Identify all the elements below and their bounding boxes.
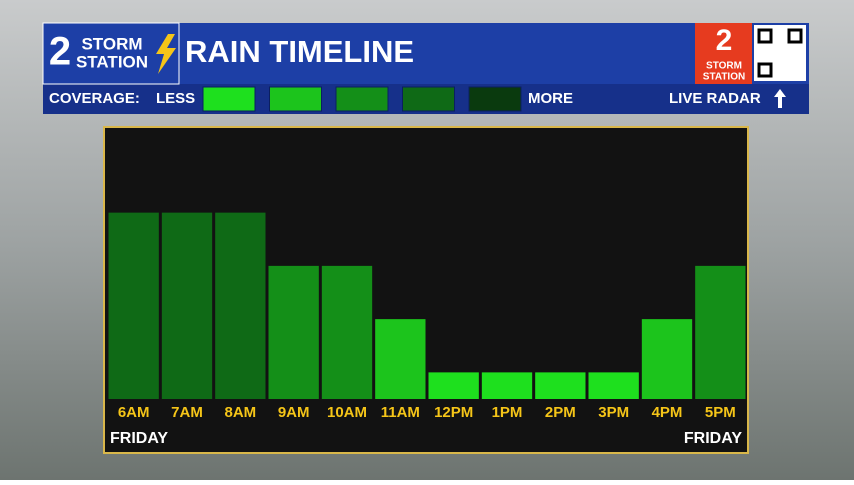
chart-title: RAIN TIMELINE <box>185 34 414 69</box>
logo-text: STATION <box>76 52 148 71</box>
bar <box>268 265 319 399</box>
x-tick-label: 5PM <box>705 404 736 421</box>
bar <box>535 372 586 399</box>
day-label: FRIDAY <box>110 430 168 447</box>
bar <box>428 372 479 399</box>
more-label: MORE <box>528 90 573 107</box>
x-tick-label: 10AM <box>327 404 367 421</box>
bar <box>108 212 159 399</box>
bar <box>588 372 639 399</box>
bar <box>321 265 373 399</box>
legend-swatch <box>202 86 256 112</box>
x-tick-label: 6AM <box>118 404 150 421</box>
day-label: FRIDAY <box>684 430 742 447</box>
qr-corner <box>757 28 773 44</box>
legend-swatch <box>402 86 455 112</box>
x-tick-label: 4PM <box>652 404 683 421</box>
qr-code <box>754 25 806 81</box>
legend-swatch <box>468 86 522 112</box>
side-logo-number: 2 <box>716 24 733 57</box>
x-tick-label: 1PM <box>492 404 523 421</box>
less-label: LESS <box>156 90 195 107</box>
arrow-icon <box>774 89 786 108</box>
legend-swatch <box>335 86 389 112</box>
x-tick-label: 7AM <box>171 404 203 421</box>
side-logo-text: STORM <box>706 61 742 72</box>
side-logo <box>695 23 752 84</box>
logo-text: STORM <box>81 34 142 53</box>
x-tick-label: 8AM <box>224 404 256 421</box>
bar <box>215 212 266 399</box>
live-radar: LIVE RADAR <box>669 90 761 107</box>
logo-number: 2 <box>49 30 71 74</box>
legend-swatch <box>269 86 322 112</box>
x-tick-label: 12PM <box>434 404 473 421</box>
x-tick-label: 11AM <box>381 404 420 421</box>
bar <box>481 372 533 399</box>
x-tick-label: 2PM <box>545 404 576 421</box>
x-tick-label: 9AM <box>278 404 310 421</box>
bolt-icon <box>156 34 176 74</box>
bar <box>375 319 426 399</box>
bar <box>161 212 213 399</box>
qr-corner <box>787 28 803 44</box>
bar <box>641 319 693 399</box>
bar <box>695 265 746 399</box>
coverage-label: COVERAGE: <box>49 90 140 107</box>
qr-corner <box>757 62 773 78</box>
x-tick-label: 3PM <box>598 404 629 421</box>
side-logo-text: STATION <box>703 72 745 83</box>
